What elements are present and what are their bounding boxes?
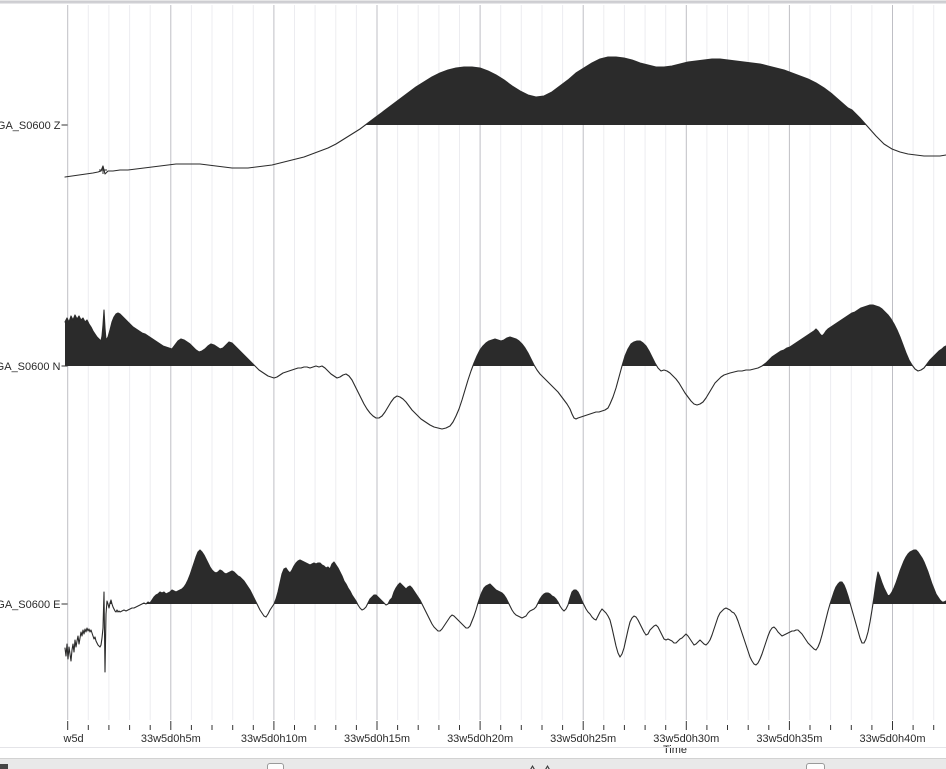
window-top-edge xyxy=(0,0,946,4)
trace-label-Z: GA_S0600 Z xyxy=(0,120,61,132)
trace-label-E: GA_S0600 E xyxy=(0,599,61,611)
trace-fill-Z xyxy=(65,57,946,125)
x-tick-label: 33w5d0h30m xyxy=(653,733,719,745)
toolbar-text-fragment-1 xyxy=(529,765,536,769)
trace-line-Z xyxy=(64,56,946,178)
x-tick-label: 33w5d0h35m xyxy=(756,733,822,745)
trace-fill-E xyxy=(65,550,946,604)
x-axis-title: Time xyxy=(663,744,687,756)
trace-line-N xyxy=(64,304,946,430)
trace-label-N: GA_S0600 N xyxy=(0,361,61,373)
x-tick-label: 33w5d0h25m xyxy=(550,733,616,745)
trace-line-E xyxy=(64,549,946,673)
bottom-toolbar xyxy=(0,758,946,769)
trace-fill-N xyxy=(65,305,946,366)
toolbar-partial-icon[interactable] xyxy=(0,764,8,769)
x-tick-label: w5d xyxy=(63,733,84,745)
x-tick-label: 33w5d0h20m xyxy=(447,733,513,745)
x-tick-label: 33w5d0h15m xyxy=(344,733,410,745)
toolbar-checkbox-1[interactable] xyxy=(267,763,284,769)
x-tick-label: 33w5d0h40m xyxy=(859,733,925,745)
toolbar-checkbox-2[interactable] xyxy=(806,763,825,769)
x-tick-label: 33w5d0h10m xyxy=(241,733,307,745)
x-tick-label: 33w5d0h5m xyxy=(141,733,201,745)
plot-bottom-border xyxy=(0,747,946,748)
toolbar-text-fragment-2 xyxy=(544,765,551,769)
